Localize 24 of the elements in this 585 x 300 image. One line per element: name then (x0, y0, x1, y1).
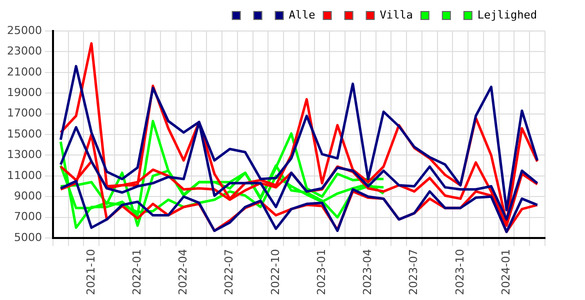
y-tick-label: 9000 (14, 189, 42, 202)
x-tick-label: 2024-01 (499, 249, 512, 296)
y-tick-label: 5000 (14, 230, 42, 244)
y-tick-label: 13000 (6, 148, 42, 162)
y-tick-label: 15000 (6, 127, 42, 140)
x-tick-label: 2022-10 (268, 249, 282, 296)
y-tick-label: 11000 (6, 168, 42, 182)
x-tick-label: 2021-10 (84, 249, 98, 296)
legend-label: Villa (380, 8, 413, 22)
x-tick-label: 2023-07 (407, 249, 420, 296)
y-tick-label: 17000 (6, 106, 42, 120)
x-tick-label: 2023-04 (361, 249, 374, 296)
y-tick-label: 19000 (6, 86, 42, 99)
legend-label: Alle (288, 8, 316, 22)
y-tick-label: 25000 (6, 24, 42, 37)
y-tick-label: 21000 (6, 65, 42, 78)
x-tick-label: 2023-01 (314, 249, 328, 296)
x-tick-label: 2023-10 (453, 249, 466, 296)
x-tick-label: 2022-01 (130, 249, 144, 296)
x-tick-label: 2022-04 (176, 249, 190, 296)
y-tick-label: 7000 (14, 210, 42, 224)
y-tick-label: 23000 (6, 44, 42, 58)
legend-label: Lejlighed (477, 8, 538, 22)
x-tick-label: 2022-07 (222, 249, 236, 296)
